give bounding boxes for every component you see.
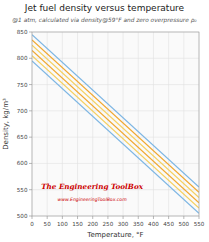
- frame: [32, 32, 199, 216]
- tick-label: 600: [17, 160, 28, 166]
- tick-label: 0: [30, 221, 34, 227]
- grid-line: [153, 32, 154, 216]
- tick: [29, 163, 32, 164]
- subtitle: @1 atm, calculated via density@59°F and …: [12, 17, 197, 24]
- line: [32, 35, 199, 187]
- chart: Jet fuel density versus temperature @1 at…: [0, 0, 209, 242]
- axis-label: Temperature, °F: [86, 231, 143, 239]
- tick-label: 550: [17, 187, 28, 193]
- grid: [32, 32, 199, 216]
- tick-label: 450: [163, 221, 174, 227]
- tick: [107, 216, 108, 219]
- line: [32, 56, 199, 208]
- axis-label: Density, kg/m³: [2, 98, 10, 150]
- line: [32, 45, 199, 197]
- tick-label: 750: [17, 82, 28, 88]
- annotation: www.EngineeringToolBox.com: [58, 197, 128, 202]
- tick-label: 50: [44, 221, 52, 227]
- tick: [138, 216, 139, 219]
- tick: [183, 216, 184, 219]
- tick: [32, 216, 33, 219]
- tick: [29, 216, 32, 217]
- line: [32, 61, 199, 213]
- tick-label: 300: [118, 221, 129, 227]
- line: [32, 50, 199, 202]
- tick-label: 700: [17, 108, 28, 114]
- grid-line: [168, 32, 169, 216]
- tick-label: 350: [133, 221, 144, 227]
- tick-label: 400: [148, 221, 159, 227]
- tick-label: 500: [178, 221, 189, 227]
- tick: [77, 216, 78, 219]
- tick-label: 150: [72, 221, 83, 227]
- tick-label: 850: [17, 29, 28, 35]
- tick-label: 200: [87, 221, 98, 227]
- tick: [153, 216, 154, 219]
- tick: [92, 216, 93, 219]
- tick-label: 250: [103, 221, 114, 227]
- tick: [199, 216, 200, 219]
- title: Jet fuel density versus temperature: [24, 3, 185, 13]
- annotation: The Engineering ToolBox: [41, 182, 143, 191]
- tick: [123, 216, 124, 219]
- tick: [29, 32, 32, 33]
- tick: [29, 58, 32, 59]
- tick-label: 650: [17, 134, 28, 140]
- tick: [168, 216, 169, 219]
- line: [32, 40, 199, 192]
- tick-label: 500: [17, 213, 28, 219]
- tick: [62, 216, 63, 219]
- tick: [29, 84, 32, 85]
- series-group: [32, 35, 199, 214]
- tick: [47, 216, 48, 219]
- tick: [29, 110, 32, 111]
- tick: [29, 189, 32, 190]
- plot-area: [32, 32, 199, 216]
- tick-label: 100: [57, 221, 68, 227]
- tick: [29, 137, 32, 138]
- tick-label: 800: [17, 55, 28, 61]
- tick-label: 550: [194, 221, 205, 227]
